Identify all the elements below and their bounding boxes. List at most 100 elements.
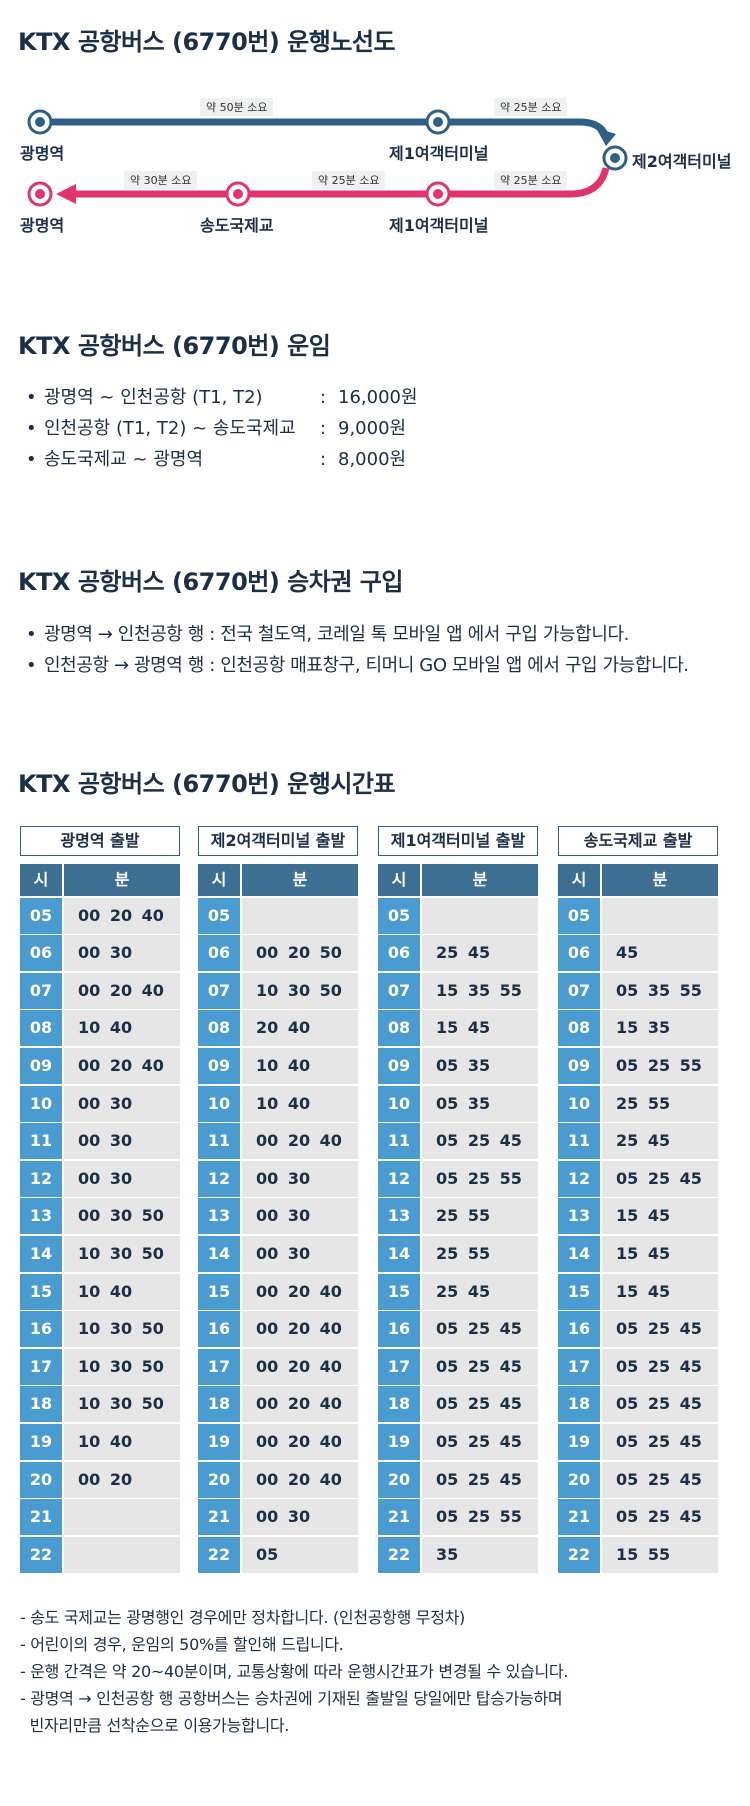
timetable-row: 11 25 45	[558, 1123, 718, 1160]
hour-cell: 21	[378, 1499, 420, 1536]
timetable-row: 15 10 40	[20, 1273, 180, 1310]
minute-cell: 15 45	[602, 1273, 718, 1310]
minute-cell: 00 20 40	[64, 897, 180, 934]
minute-cell: 25 45	[422, 935, 538, 972]
route-title: KTX 공항버스 (6770번) 운행노선도	[18, 28, 396, 56]
minute-cell	[422, 897, 538, 934]
minute-header: 분	[422, 864, 538, 896]
timetable-row: 07 15 35 55	[378, 972, 538, 1009]
timetable-row: 16 00 20 40	[198, 1311, 358, 1348]
minute-cell: 25 45	[422, 1273, 538, 1310]
minute-cell: 10 40	[64, 1010, 180, 1047]
notes: - 송도 국제교는 광명행인 경우에만 정차합니다. (인천공항행 무정차) -…	[20, 1604, 568, 1739]
hour-cell: 05	[378, 897, 420, 934]
minute-cell: 05 25 45	[422, 1123, 538, 1160]
timetable-row: 19 00 20 40	[198, 1423, 358, 1460]
hour-cell: 15	[558, 1273, 600, 1310]
minute-cell: 05 35 55	[602, 972, 718, 1009]
hour-cell: 18	[378, 1386, 420, 1423]
route-map	[27, 109, 628, 207]
minute-cell: 10 40	[242, 1047, 358, 1084]
hour-cell: 19	[378, 1423, 420, 1460]
minute-cell: 05 25 45	[602, 1386, 718, 1423]
minute-cell	[242, 897, 358, 934]
minute-cell: 05 35	[422, 1047, 538, 1084]
hour-cell: 14	[20, 1235, 62, 1272]
timetable-grid: 시 분 05 06 00 20 50 07 10 30 50 08 20 40 09 10 40 10…	[198, 864, 358, 1573]
timetable-row: 12 00 30	[20, 1160, 180, 1197]
minute-cell: 00 30	[242, 1160, 358, 1197]
minute-cell: 00 30	[64, 1085, 180, 1122]
minute-cell: 10 30 50	[64, 1311, 180, 1348]
note-line: - 광명역 → 인천공항 행 공항버스는 승차권에 기재된 출발일 당일에만 탑…	[20, 1689, 563, 1708]
minute-cell: 10 30 50	[242, 972, 358, 1009]
minute-cell: 10 30 50	[64, 1386, 180, 1423]
hour-cell: 18	[20, 1386, 62, 1423]
hour-header: 시	[20, 864, 62, 896]
minute-cell: 00 20	[64, 1461, 180, 1498]
timetable-row: 11 00 20 40	[198, 1123, 358, 1160]
hour-cell: 05	[558, 897, 600, 934]
timetable-row: 07 10 30 50	[198, 972, 358, 1009]
minute-cell: 10 40	[64, 1273, 180, 1310]
minute-cell: 00 20 40	[242, 1423, 358, 1460]
timetable-row: 18 05 25 45	[558, 1386, 718, 1423]
timetable-row: 11 05 25 45	[378, 1123, 538, 1160]
minute-cell: 00 20 40	[242, 1273, 358, 1310]
timetable-row: 06 00 20 50	[198, 935, 358, 972]
ticket-text: 인천공항 → 광명역 행 : 인천공항 매표창구, 티머니 GO 모바일 앱 에…	[44, 655, 689, 676]
bullet: •	[26, 387, 37, 408]
minute-cell: 20 40	[242, 1010, 358, 1047]
minute-cell: 05 25 45	[422, 1311, 538, 1348]
station-marker	[425, 181, 451, 207]
timetable-row: 22 35	[378, 1536, 538, 1573]
timetable-row: 17 05 25 45	[558, 1348, 718, 1385]
timetable-row: 19 10 40	[20, 1423, 180, 1460]
fare-price: 16,000원	[338, 387, 418, 408]
timetable-row: 20 00 20 40	[198, 1461, 358, 1498]
timetable-row: 15 25 45	[378, 1273, 538, 1310]
fare-route: 송도국제교 ~ 광명역	[44, 449, 204, 470]
note-line: - 어린이의 경우, 운임의 50%를 할인해 드립니다.	[20, 1635, 344, 1654]
hour-cell: 21	[558, 1499, 600, 1536]
minute-cell: 15 35	[602, 1010, 718, 1047]
station-label: 광명역	[20, 144, 65, 163]
timetable-row: 09 05 35	[378, 1047, 538, 1084]
minute-cell: 00 30	[64, 1123, 180, 1160]
minute-cell: 05 25 55	[422, 1499, 538, 1536]
duration-badge: 약 25분 소요	[312, 171, 386, 189]
hour-cell: 17	[20, 1348, 62, 1385]
hour-cell: 20	[378, 1461, 420, 1498]
hour-cell: 13	[20, 1198, 62, 1235]
timetable-row: 06 25 45	[378, 935, 538, 972]
timetable-caption: 제2여객터미널 출발	[198, 826, 358, 856]
timetable-row: 13 15 45	[558, 1198, 718, 1235]
duration-badge: 약 50분 소요	[200, 98, 274, 116]
timetable-row: 21 05 25 55	[378, 1499, 538, 1536]
minute-cell: 15 45	[422, 1010, 538, 1047]
hour-cell: 19	[558, 1423, 600, 1460]
timetable-grid: 시 분 05 06 45 07 05 35 55 08 15 35 09 05 25 55 10 25 …	[558, 864, 718, 1573]
timetable-row: 06 00 30	[20, 935, 180, 972]
timetable-title: KTX 공항버스 (6770번) 운행시간표	[18, 770, 396, 798]
fare-colon: :	[320, 387, 327, 408]
minute-cell: 05 25 45	[422, 1461, 538, 1498]
minute-cell: 05 25 45	[602, 1311, 718, 1348]
hour-cell: 09	[558, 1047, 600, 1084]
timetable-row: 16 05 25 45	[378, 1311, 538, 1348]
timetable-row: 10 05 35	[378, 1085, 538, 1122]
minute-header: 분	[602, 864, 718, 896]
timetable-row: 08 15 45	[378, 1010, 538, 1047]
station-label: 제1여객터미널	[389, 216, 489, 235]
hour-cell: 07	[378, 972, 420, 1009]
timetable-row: 16 05 25 45	[558, 1311, 718, 1348]
hour-cell: 21	[198, 1499, 240, 1536]
minute-cell: 15 45	[602, 1198, 718, 1235]
minute-cell: 25 55	[602, 1085, 718, 1122]
inbound-arrow	[56, 184, 76, 204]
timetable-row: 20 00 20	[20, 1461, 180, 1498]
hour-cell: 20	[558, 1461, 600, 1498]
hour-cell: 10	[198, 1085, 240, 1122]
timetable-row: 12 05 25 55	[378, 1160, 538, 1197]
